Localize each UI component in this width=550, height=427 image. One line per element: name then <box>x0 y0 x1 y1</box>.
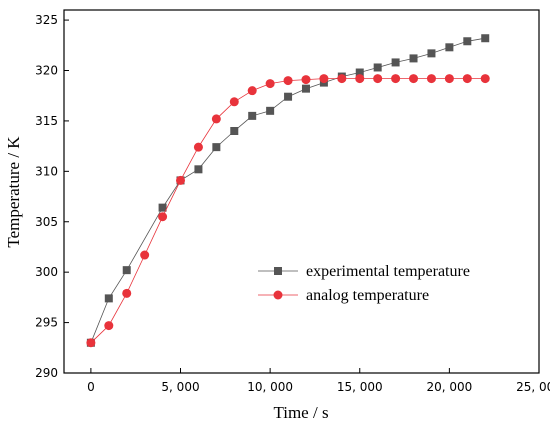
data-point <box>140 250 150 260</box>
data-point <box>104 321 114 331</box>
data-point <box>212 143 221 152</box>
data-point <box>194 165 203 174</box>
data-point <box>427 49 436 58</box>
data-point <box>463 37 472 46</box>
y-tick-label: 320 <box>35 64 58 78</box>
data-point <box>319 74 329 84</box>
data-point <box>391 74 401 84</box>
data-point <box>444 74 454 84</box>
y-tick-label: 315 <box>35 114 58 128</box>
x-tick-label: 25, 000 <box>516 380 550 394</box>
y-tick-label: 300 <box>35 265 58 279</box>
data-point <box>211 114 221 124</box>
data-point <box>373 74 383 84</box>
data-point <box>266 106 275 115</box>
x-tick-label: 15, 000 <box>337 380 383 394</box>
data-point <box>158 212 168 222</box>
y-tick-label: 325 <box>35 13 58 27</box>
data-point <box>230 127 239 135</box>
data-point <box>122 266 131 275</box>
data-point <box>391 58 400 67</box>
y-axis-title: Temperature / K <box>4 136 23 248</box>
data-point <box>337 74 347 84</box>
x-tick-label: 10, 000 <box>247 380 293 394</box>
y-tick-label: 310 <box>35 164 58 178</box>
y-tick-label: 295 <box>35 316 58 330</box>
legend-label: analog temperature <box>306 287 429 304</box>
data-point <box>355 68 364 77</box>
data-point <box>122 288 132 298</box>
data-point <box>462 74 472 84</box>
data-point <box>301 75 311 85</box>
axis-ticks: 0 5, 000 10, 000 15, 000 20, 000 25, 000 290 29… <box>35 13 550 394</box>
data-point <box>409 54 418 63</box>
data-point <box>284 92 293 101</box>
data-point <box>480 74 490 84</box>
data-point <box>283 76 293 86</box>
data-point <box>409 74 419 84</box>
series-layer <box>86 34 490 348</box>
legend-marker <box>274 267 282 275</box>
data-point <box>158 203 167 212</box>
x-tick-label: 5, 000 <box>161 380 199 394</box>
x-tick-label: 0 <box>87 380 95 394</box>
data-point <box>445 43 454 52</box>
series-line <box>90 37 486 343</box>
plot-area-frame <box>63 9 540 374</box>
x-tick-label: 20, 000 <box>426 380 472 394</box>
legend: experimental temperature analog temperatu… <box>258 263 470 304</box>
legend-marker <box>273 290 283 300</box>
data-point <box>229 97 239 107</box>
data-point <box>248 111 257 120</box>
data-point <box>193 142 203 152</box>
data-point <box>86 338 96 348</box>
legend-item: analog temperature <box>258 287 429 304</box>
legend-item: experimental temperature <box>258 263 470 280</box>
data-point <box>301 84 310 93</box>
series-1 <box>86 34 490 347</box>
data-point <box>265 79 275 89</box>
series-2 <box>86 74 490 348</box>
y-tick-label: 305 <box>35 215 58 229</box>
data-point <box>481 34 490 43</box>
data-point <box>426 74 436 84</box>
x-axis-title: Time / s <box>273 403 328 422</box>
data-point <box>373 63 382 72</box>
data-point <box>247 86 257 96</box>
y-tick-label: 290 <box>35 366 58 380</box>
data-point <box>176 175 186 185</box>
data-point <box>104 294 113 303</box>
data-point <box>355 74 365 84</box>
legend-label: experimental temperature <box>306 263 470 280</box>
